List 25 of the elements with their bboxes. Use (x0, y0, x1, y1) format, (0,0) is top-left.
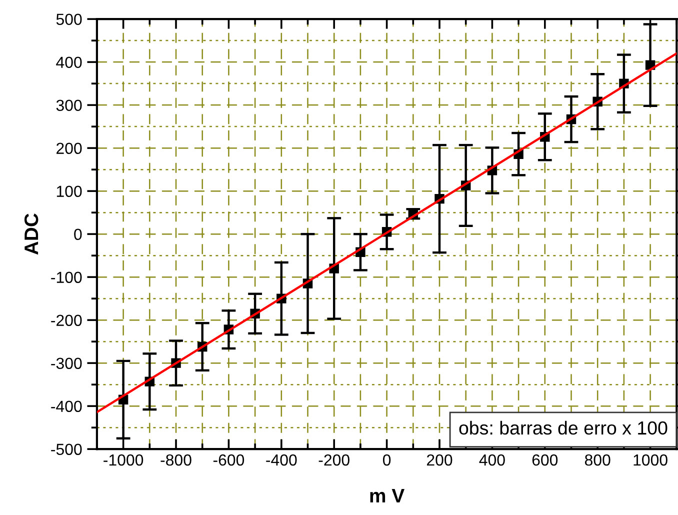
x-tick-label: 1000 (634, 454, 668, 466)
y-tick-label: -100 (51, 272, 82, 284)
x-tick-label: 800 (584, 454, 610, 466)
y-tick-label: 500 (56, 14, 82, 25)
x-tick-label: -800 (160, 454, 192, 466)
y-tick-label: 100 (56, 186, 82, 198)
x-tick-label: 200 (426, 454, 452, 466)
y-tick-label: 400 (56, 56, 82, 68)
x-tick-label: 400 (479, 454, 505, 466)
x-tick-label: 600 (532, 454, 558, 466)
y-tick-label: 200 (56, 142, 82, 154)
y-tick-label: -400 (51, 400, 82, 412)
y-tick-label: -500 (51, 444, 82, 456)
y-axis-title: ADC (24, 214, 38, 255)
x-tick-label: -200 (318, 454, 350, 466)
x-tick-label: -400 (266, 454, 297, 466)
x-tick-label: -1000 (104, 454, 144, 466)
y-tick-label: -200 (51, 314, 82, 326)
x-tick-label: 0 (382, 454, 391, 466)
y-tick-label: 0 (74, 228, 82, 240)
y-tick-label: -300 (51, 358, 82, 370)
y-tick-label: 300 (56, 100, 82, 112)
x-tick-label: -600 (213, 454, 244, 466)
x-axis-title: m V (370, 488, 404, 502)
annotation: obs: barras de erro x 100 (459, 420, 668, 435)
